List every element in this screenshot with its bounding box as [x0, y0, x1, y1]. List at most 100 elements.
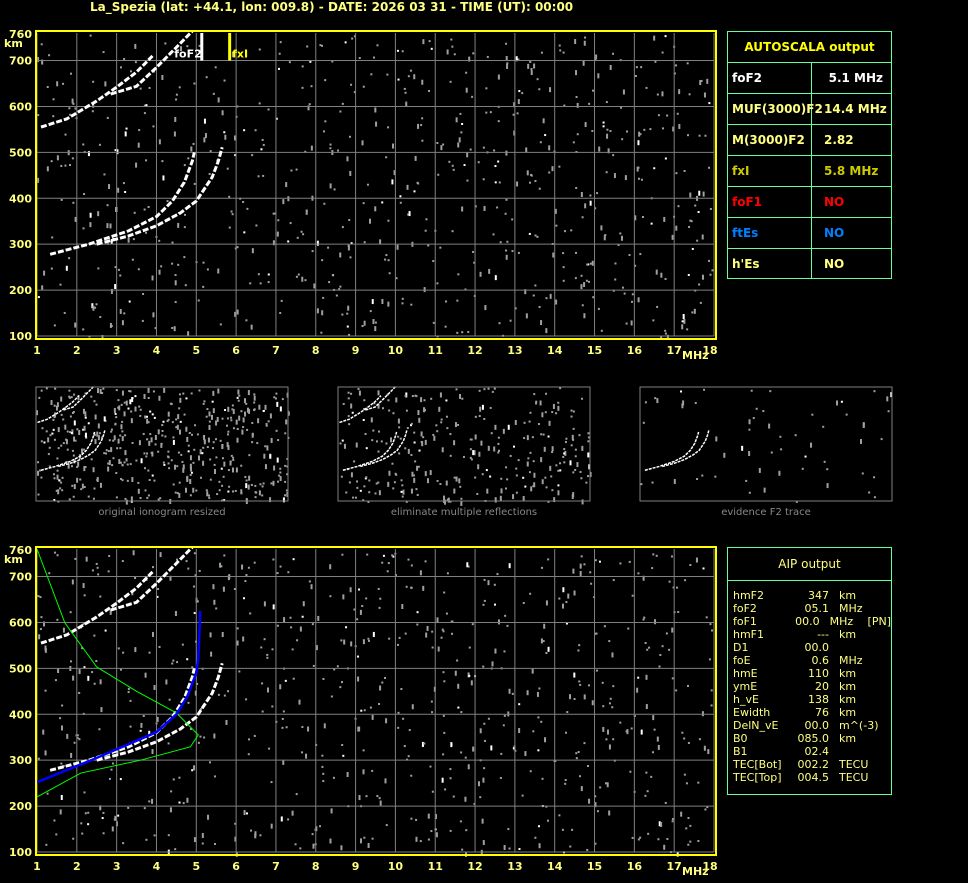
- noise-dot: [551, 166, 554, 172]
- noise-dot: [381, 298, 384, 304]
- noise-dot: [276, 231, 279, 237]
- noise-dot: [427, 478, 430, 484]
- noise-dot: [391, 462, 394, 465]
- noise-dot: [443, 731, 446, 734]
- noise-dot: [246, 428, 249, 431]
- noise-dot: [410, 488, 413, 494]
- noise-dot: [66, 448, 69, 451]
- noise-dot: [537, 825, 540, 828]
- noise-dot: [278, 52, 281, 55]
- noise-dot: [189, 473, 192, 476]
- noise-dot: [392, 412, 395, 415]
- noise-dot: [232, 427, 235, 430]
- noise-dot: [128, 300, 131, 303]
- noise-dot: [115, 389, 118, 392]
- noise-dot: [589, 262, 592, 265]
- noise-dot: [642, 618, 645, 621]
- noise-dot: [535, 400, 538, 403]
- noise-dot: [421, 79, 424, 85]
- noise-dot: [117, 406, 120, 409]
- noise-dot: [557, 401, 560, 404]
- noise-dot: [230, 419, 233, 422]
- noise-dot: [577, 751, 580, 754]
- noise-dot: [110, 768, 113, 771]
- noise-dot: [476, 492, 479, 495]
- noise-dot: [124, 434, 127, 437]
- noise-dot: [234, 489, 237, 492]
- thumbnail-frame: [337, 386, 591, 502]
- noise-dot: [424, 560, 427, 563]
- noise-dot: [538, 687, 541, 690]
- noise-dot: [379, 597, 382, 600]
- noise-dot: [559, 49, 562, 52]
- thumbnail-frame: [35, 386, 289, 502]
- noise-dot: [228, 195, 231, 198]
- noise-dot: [93, 634, 96, 637]
- noise-dot: [715, 436, 718, 442]
- aip-cell: foF2: [733, 602, 757, 615]
- noise-dot: [509, 454, 512, 457]
- noise-dot: [52, 473, 55, 476]
- noise-dot: [341, 226, 344, 229]
- noise-dot: [249, 282, 252, 285]
- noise-dot: [748, 451, 751, 457]
- noise-dot: [490, 745, 493, 751]
- noise-dot: [643, 128, 646, 131]
- noise-dot: [547, 435, 550, 438]
- noise-dot: [393, 170, 396, 176]
- noise-dot: [387, 481, 390, 487]
- param-name: fxI: [728, 156, 812, 186]
- noise-dot: [548, 171, 551, 174]
- noise-dot: [660, 822, 663, 828]
- noise-dot: [44, 647, 47, 653]
- noise-dot: [467, 565, 470, 568]
- noise-dot: [621, 286, 624, 289]
- noise-dot: [544, 737, 547, 743]
- noise-dot: [583, 40, 586, 46]
- noise-dot: [69, 72, 72, 75]
- noise-dot: [92, 497, 95, 500]
- noise-dot: [217, 97, 220, 103]
- noise-dot: [572, 438, 575, 441]
- noise-dot: [708, 102, 711, 105]
- x-tick-label: 16: [627, 860, 643, 873]
- noise-dot: [758, 467, 761, 473]
- noise-dot: [66, 430, 69, 433]
- noise-dot: [363, 836, 366, 839]
- noise-dot: [237, 399, 240, 402]
- noise-dot: [554, 759, 557, 762]
- noise-dot: [477, 161, 480, 164]
- noise-dot: [653, 35, 656, 41]
- noise-dot: [703, 92, 706, 98]
- noise-dot: [505, 466, 508, 469]
- noise-dot: [193, 448, 196, 451]
- noise-dot: [649, 128, 652, 131]
- noise-dot: [385, 718, 388, 724]
- noise-dot: [565, 437, 568, 440]
- noise-dot: [150, 451, 153, 454]
- noise-dot: [514, 419, 517, 425]
- noise-dot: [69, 415, 72, 418]
- noise-dot: [154, 443, 157, 446]
- noise-dot: [74, 107, 77, 110]
- noise-dot: [107, 450, 110, 453]
- x-tick-label: 8: [312, 860, 320, 873]
- noise-dot: [308, 580, 311, 583]
- aip-cell: ---: [817, 628, 829, 641]
- noise-dot: [193, 837, 196, 843]
- noise-dot: [305, 753, 308, 759]
- noise-dot: [518, 703, 521, 706]
- noise-dot: [284, 494, 287, 497]
- noise-dot: [473, 802, 476, 805]
- noise-dot: [440, 421, 443, 424]
- noise-dot: [179, 420, 182, 423]
- noise-dot: [143, 807, 146, 810]
- noise-dot: [338, 288, 341, 291]
- noise-dot: [496, 206, 499, 209]
- noise-dot: [254, 496, 257, 499]
- aip-cell: 20: [815, 680, 829, 693]
- noise-dot: [652, 553, 655, 556]
- noise-dot: [506, 478, 509, 481]
- noise-dot: [196, 433, 199, 436]
- noise-dot: [154, 327, 157, 330]
